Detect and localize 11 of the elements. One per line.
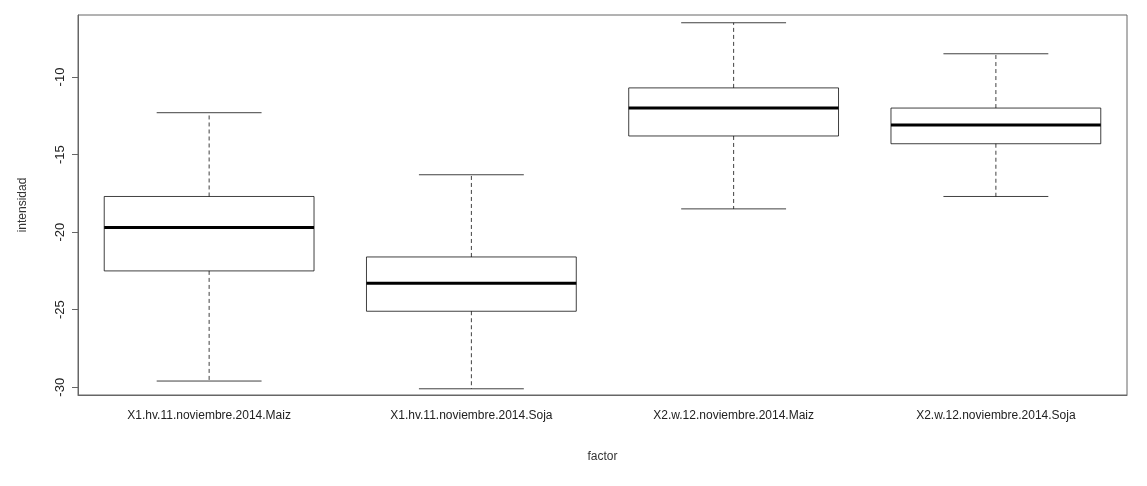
y-tick-label: -10 (52, 67, 67, 87)
y-tick-label: -15 (52, 145, 67, 164)
x-tick-label: X2.w.12.noviembre.2014.Soja (916, 408, 1076, 422)
y-tick-label: -25 (52, 300, 67, 320)
y-axis-title: intensidad (15, 177, 29, 233)
x-tick-label: X1.hv.11.noviembre.2014.Maiz (127, 408, 291, 422)
y-tick-label: -20 (52, 222, 67, 242)
x-tick-label: X1.hv.11.noviembre.2014.Soja (390, 408, 553, 422)
y-tick-label: -30 (52, 377, 67, 397)
x-tick-label: X2.w.12.noviembre.2014.Maiz (653, 408, 815, 422)
x-axis-title: factor (587, 449, 618, 463)
